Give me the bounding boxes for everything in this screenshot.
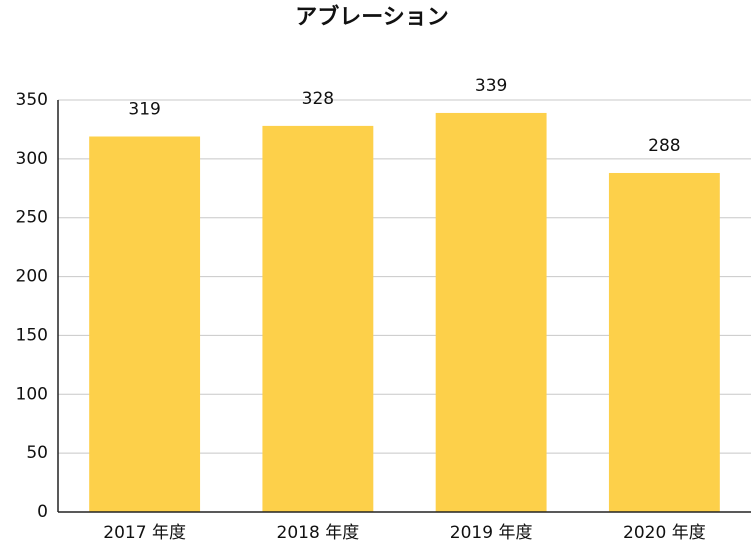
y-tick-label: 100 bbox=[16, 384, 48, 404]
y-tick-label: 350 bbox=[16, 90, 48, 110]
y-tick-label: 250 bbox=[16, 208, 48, 228]
y-tick-label: 50 bbox=[26, 443, 48, 463]
chart-title: アブレーション bbox=[295, 4, 449, 30]
bar bbox=[435, 112, 547, 512]
y-tick-label: 150 bbox=[16, 325, 48, 345]
x-tick-label: 2019 年度 bbox=[450, 523, 533, 543]
data-label: 339 bbox=[475, 76, 507, 96]
data-label: 288 bbox=[648, 136, 680, 156]
bar bbox=[262, 125, 374, 512]
data-label: 319 bbox=[128, 99, 160, 119]
bar bbox=[89, 136, 201, 512]
y-tick-label: 200 bbox=[16, 267, 48, 287]
y-tick-label: 0 bbox=[37, 502, 48, 522]
data-label: 328 bbox=[302, 89, 334, 109]
x-tick-label: 2018 年度 bbox=[277, 523, 360, 543]
y-tick-label: 300 bbox=[16, 149, 48, 169]
x-tick-label: 2017 年度 bbox=[103, 523, 186, 543]
x-tick-label: 2020 年度 bbox=[623, 523, 706, 543]
bar bbox=[608, 172, 720, 513]
